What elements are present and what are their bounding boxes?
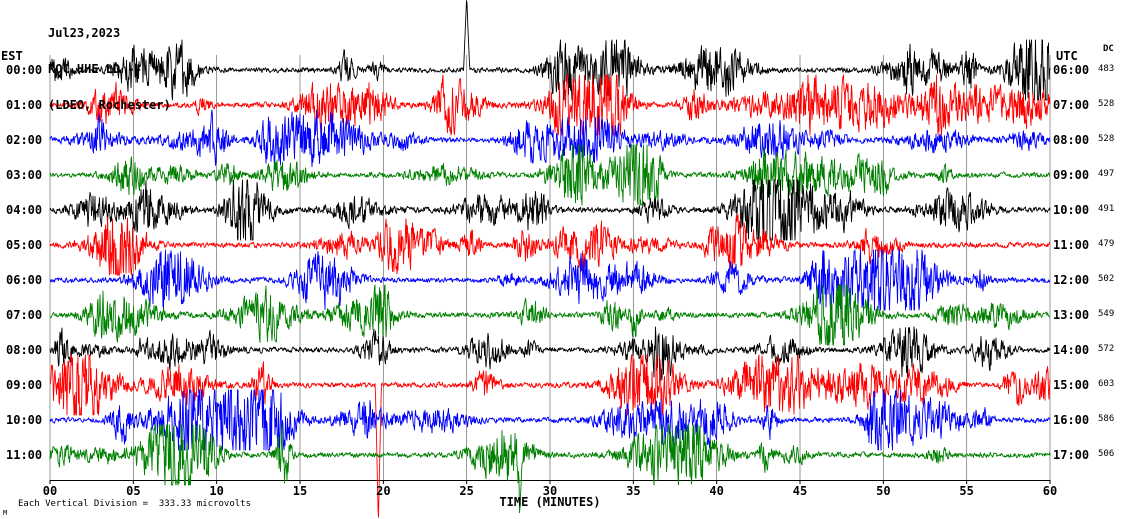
left-axis-header: EST [1,49,23,63]
title-date: Jul23,2023 [48,26,121,40]
title-network: (LDEO, Rochester) [48,98,171,112]
seismogram-trace-05:00 [49,214,1051,276]
seismogram-trace-02:00 [49,109,1051,170]
seismogram-trace-11:00 [49,424,1051,514]
seismogram-trace-10:00 [49,389,1051,451]
seismogram-trace-03:00 [49,144,1051,206]
title-block: Jul23,2023 ROC HHE LD -- (LDEO, Rocheste… [48,3,171,135]
seismogram-trace-04:00 [49,179,1051,241]
seismogram-trace-00:00 [49,0,1051,101]
scale-note: Each Vertical Division = 333.33 microvol… [18,499,251,509]
title-station: ROC HHE LD -- [48,62,142,76]
right-axis-header: UTC [1056,49,1078,63]
dc-axis-header: DC [1103,44,1114,54]
seismogram-trace-06:00 [49,249,1051,311]
corner-mark: M [3,509,8,517]
seismogram-trace-07:00 [49,284,1050,346]
x-axis-label: TIME (MINUTES) [499,495,601,509]
seismogram-trace-01:00 [49,74,1051,136]
seismogram-trace-08:00 [49,326,1051,381]
